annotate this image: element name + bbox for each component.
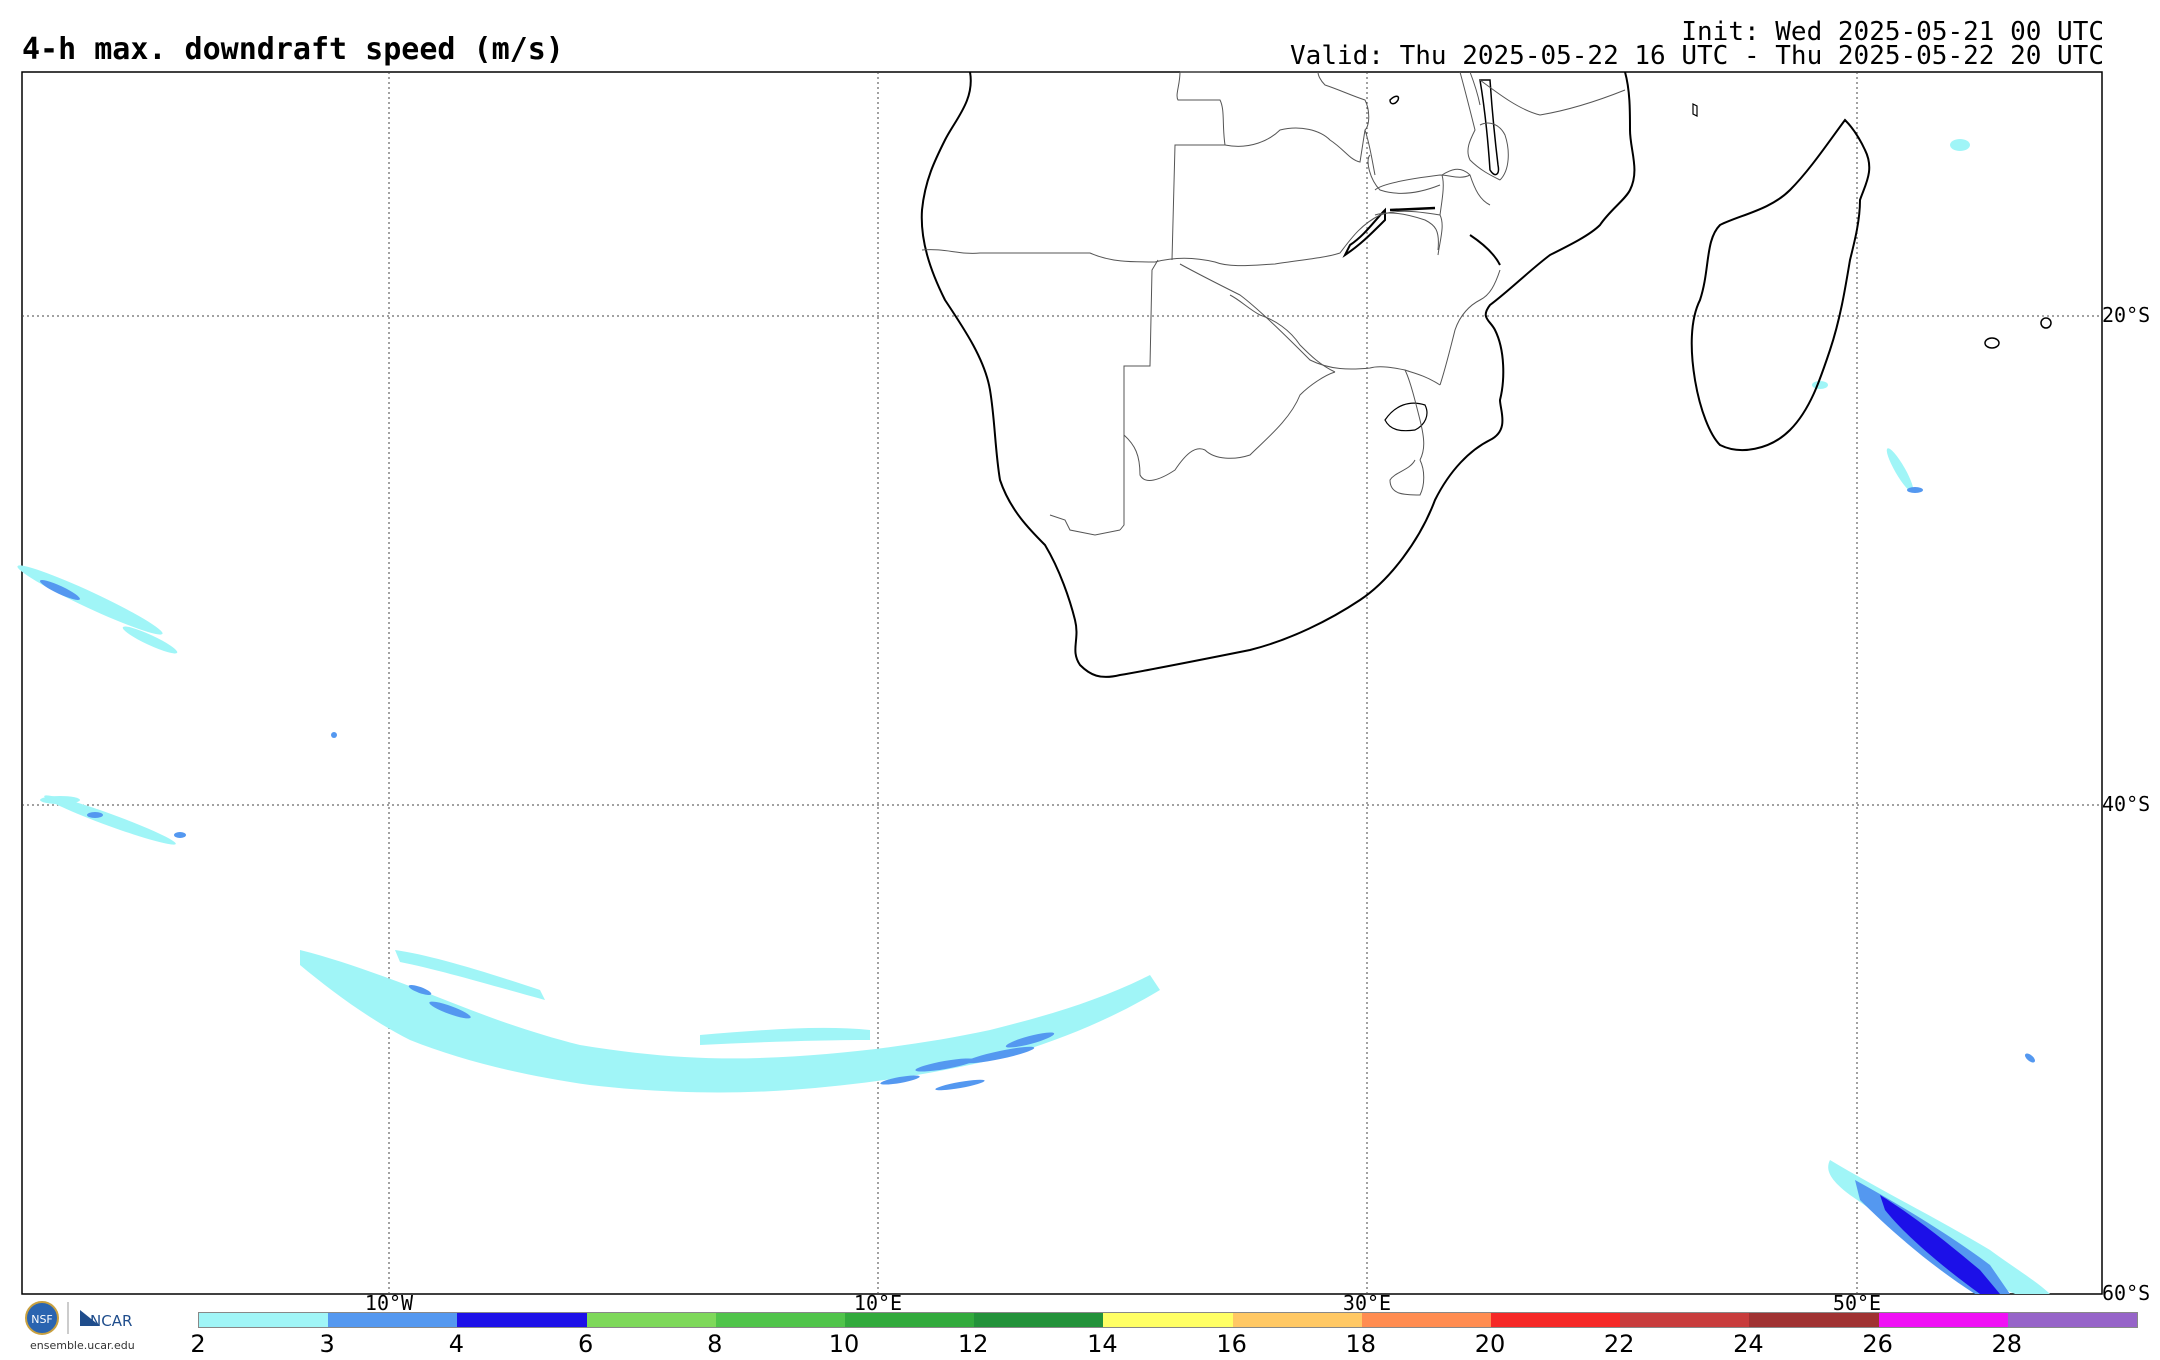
colorbar-segment (974, 1313, 1104, 1327)
lat-labels: 20°S 40°S 60°S (2102, 303, 2150, 1305)
downdraft-field (17, 139, 2050, 1294)
colorbar-tick-label: 26 (1862, 1330, 1893, 1358)
downdraft-region-southeast (1828, 1160, 2050, 1294)
colorbar-segment (715, 1313, 846, 1327)
colorbar-segment (457, 1313, 587, 1327)
coastlines (920, 71, 2052, 678)
colorbar-segment (1361, 1313, 1492, 1327)
ensemble-url: ensemble.ucar.edu (30, 1339, 135, 1352)
colorbar-tick-label: 6 (577, 1330, 594, 1358)
init-time: Init: Wed 2025-05-21 00 UTC (1681, 17, 2104, 47)
colorbar-tick-label: 18 (1345, 1330, 1377, 1358)
colorbar-tick-label: 28 (1991, 1330, 2023, 1358)
lat-label: 60°S (2102, 1281, 2150, 1305)
colorbar-segment (845, 1313, 975, 1327)
downdraft-region-arc (300, 950, 1160, 1093)
lon-label: 30°E (1343, 1291, 1391, 1315)
colorbar-tick-label: 22 (1603, 1330, 1635, 1358)
colorbar-tick-label: 16 (1216, 1330, 1247, 1358)
colorbar-ticks: 2 3 4 6 8 10 12 14 16 18 20 22 24 26 28 (190, 1330, 2136, 1360)
nsf-label: NSF (31, 1313, 53, 1326)
country-borders (921, 71, 1626, 536)
gridlines (22, 72, 2102, 1294)
logos: NSF NCAR (24, 1298, 164, 1354)
madagascar-coast (1690, 118, 1871, 451)
ncar-label: NCAR (90, 1312, 132, 1330)
colorbar-tick-label: 4 (448, 1330, 465, 1358)
nsf-logo-icon (25, 1301, 59, 1335)
lon-labels: 10°W 10°E 30°E 50°E (365, 1291, 1881, 1315)
colorbar (198, 1312, 2138, 1328)
colorbar-segment (2007, 1313, 2138, 1327)
map-title: 4-h max. downdraft speed (m/s) (22, 32, 564, 67)
colorbar-segment (1620, 1313, 1750, 1327)
colorbar-segment (586, 1313, 716, 1327)
colorbar-segment (1749, 1313, 1879, 1327)
lon-label: 50°E (1833, 1291, 1881, 1315)
colorbar-segment (1491, 1313, 1621, 1327)
lon-label: 10°E (854, 1291, 902, 1315)
colorbar-tick-label: 12 (957, 1330, 989, 1358)
colorbar-segment (1103, 1313, 1233, 1327)
valid-time: Valid: Thu 2025-05-22 16 UTC - Thu 2025-… (1290, 41, 2104, 71)
colorbar-segment (199, 1313, 329, 1327)
ncar-logo-icon (80, 1310, 100, 1326)
colorbar-segment (1232, 1313, 1362, 1327)
colorbar-tick-label: 24 (1733, 1330, 1764, 1358)
colorbar-segment (1878, 1313, 2008, 1327)
colorbar-tick-label: 3 (319, 1330, 335, 1358)
colorbar-tick-label: 8 (707, 1330, 723, 1358)
lat-label: 40°S (2102, 792, 2150, 816)
lat-label: 20°S (2102, 303, 2150, 327)
colorbar-tick-label: 20 (1474, 1330, 1506, 1358)
colorbar-tick-label: 10 (828, 1330, 860, 1358)
time-info: Init: Wed 2025-05-21 00 UTC Valid: Thu 2… (1290, 17, 2104, 71)
colorbar-tick-label: 14 (1087, 1330, 1118, 1358)
colorbar-tick-label: 2 (190, 1330, 206, 1358)
africa-coast (920, 71, 1636, 678)
colorbar-segment (328, 1313, 458, 1327)
lon-label: 10°W (365, 1291, 414, 1315)
map-frame (21, 71, 2103, 1295)
